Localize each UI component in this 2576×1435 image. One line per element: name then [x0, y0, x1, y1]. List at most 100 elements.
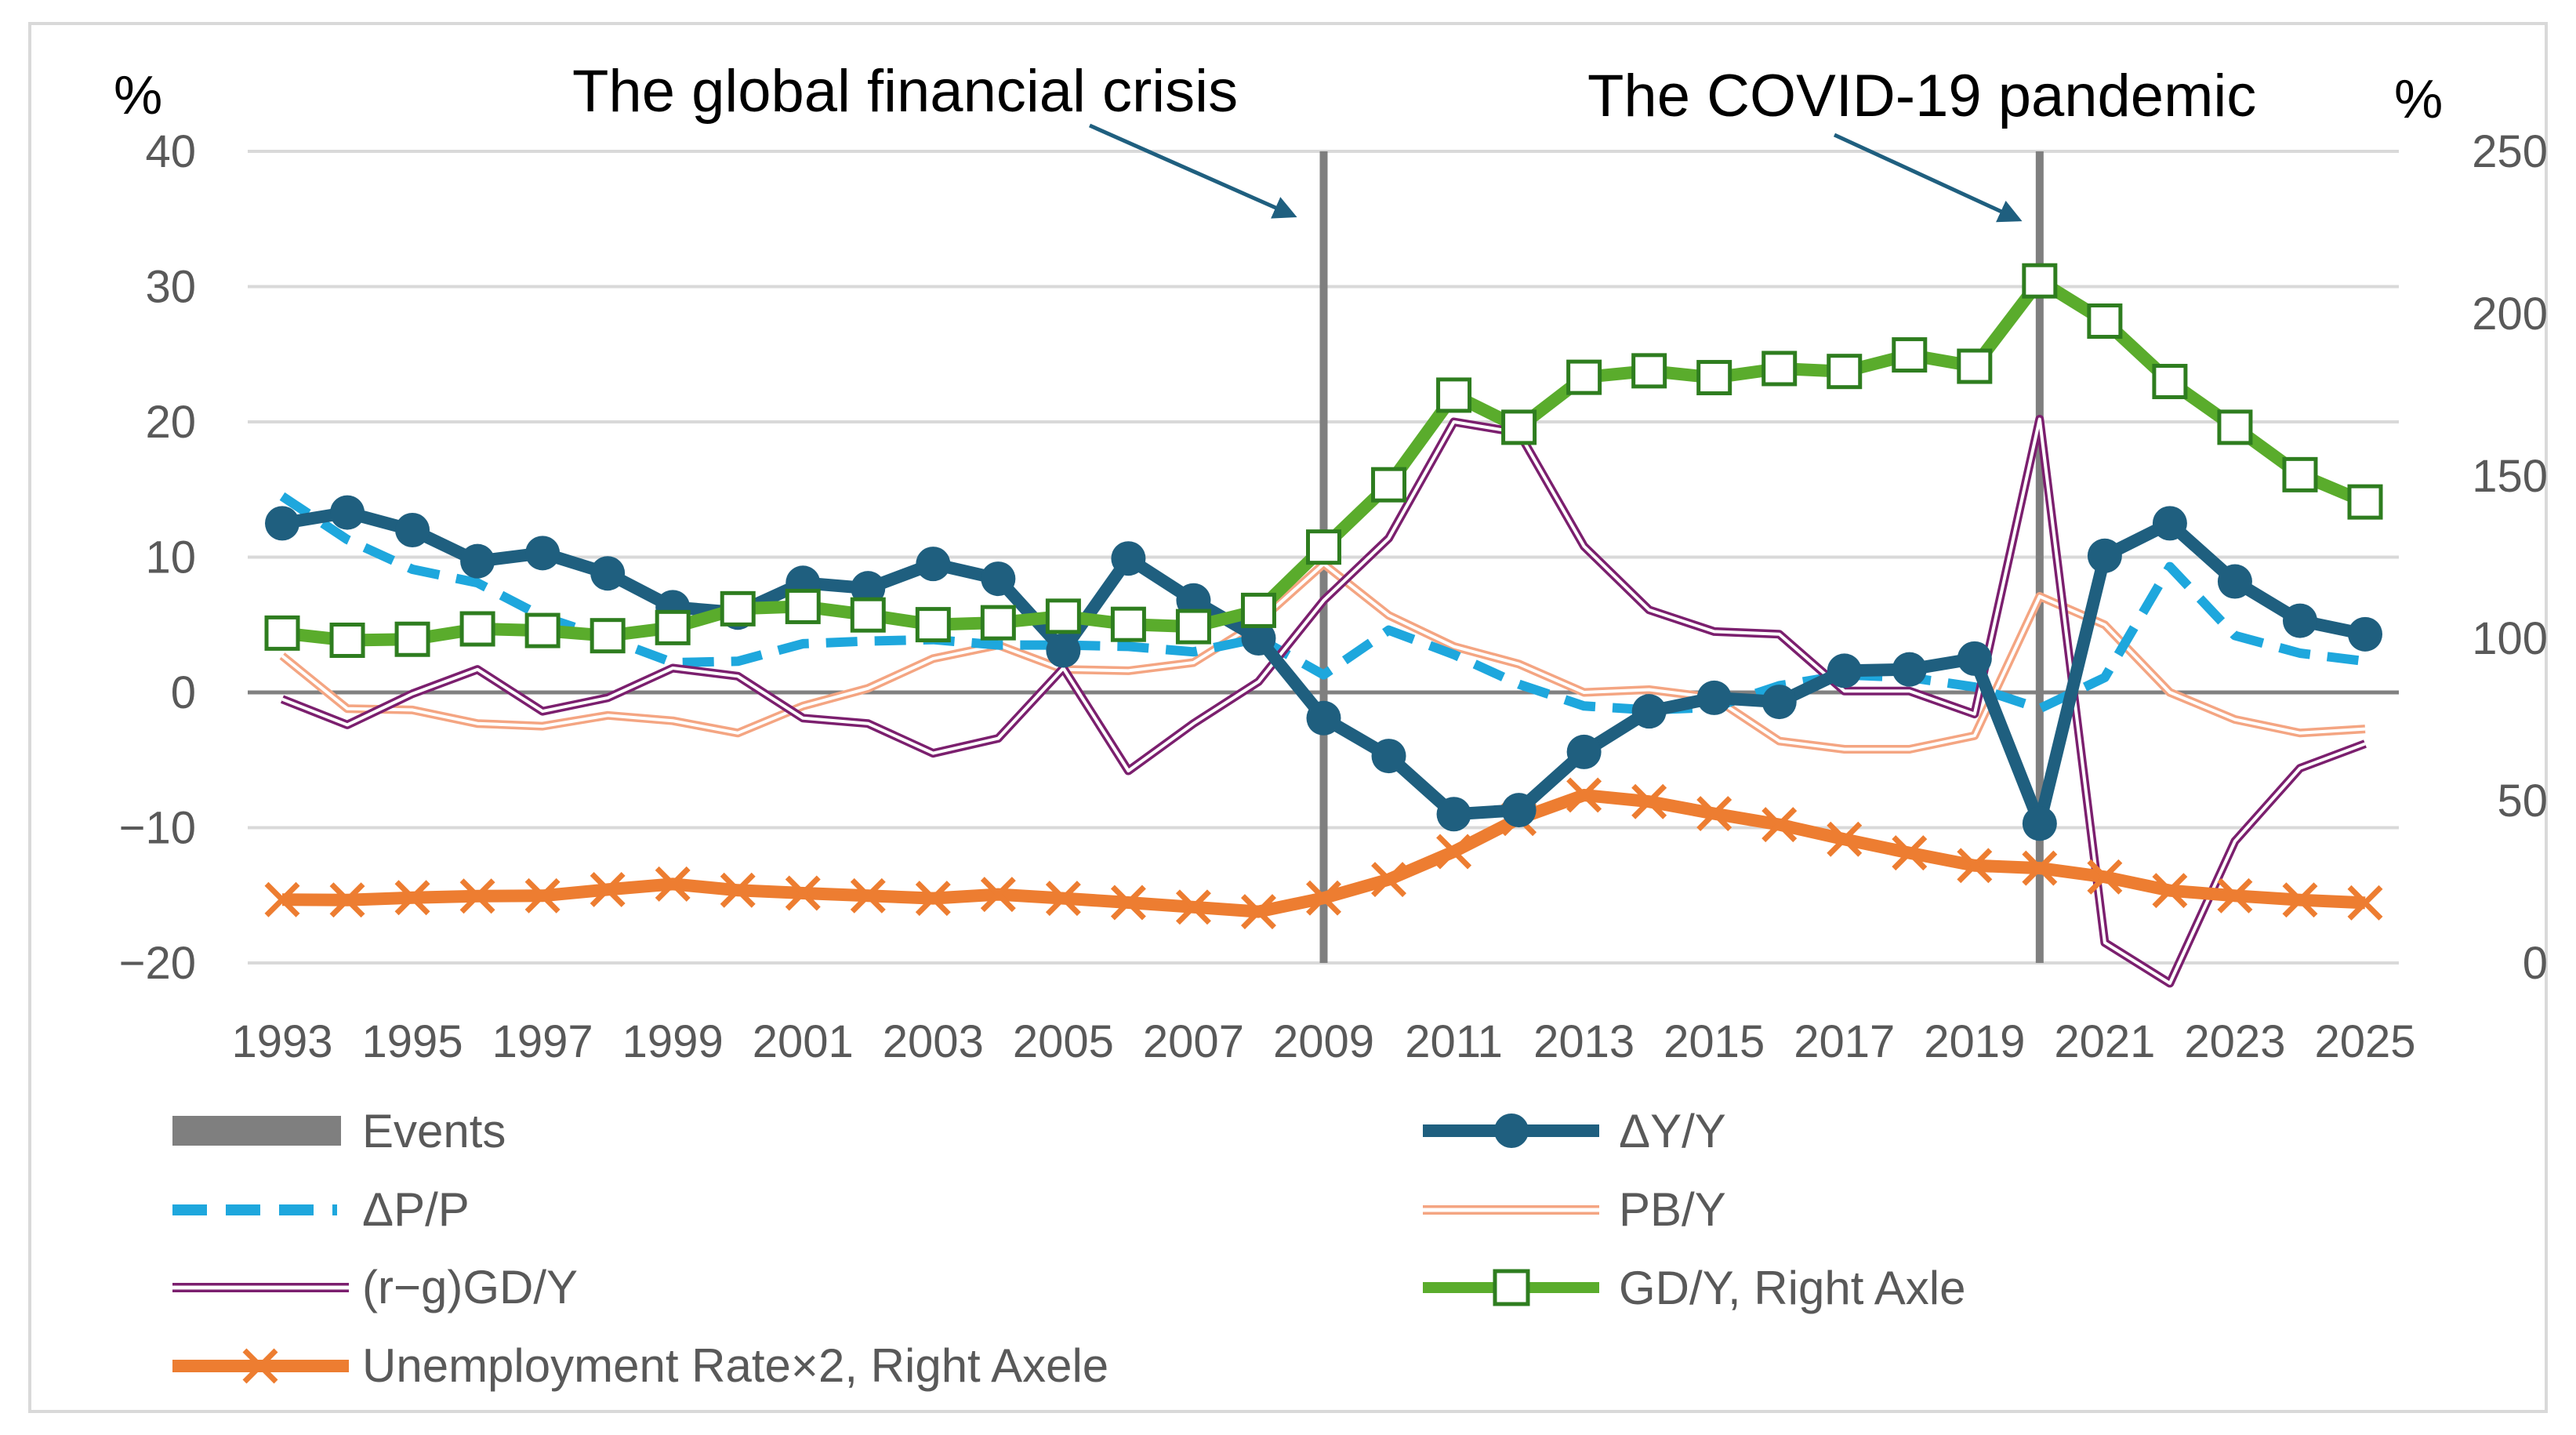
un-point — [1892, 835, 1928, 871]
un-point — [1696, 796, 1732, 832]
gd-point — [980, 605, 1016, 641]
dy-point — [2022, 806, 2057, 841]
dy-point — [1501, 793, 1537, 828]
gd-point — [1240, 592, 1276, 628]
dy-point — [1566, 734, 1602, 769]
gd-point — [524, 612, 561, 648]
gd-point — [264, 615, 300, 651]
left-tick-label: −10 — [119, 803, 196, 854]
legend-marker-un — [242, 1348, 278, 1384]
dy-point — [1306, 700, 1341, 736]
x-tick-label: 2007 — [1143, 1016, 1244, 1067]
dy-point — [2348, 616, 2382, 652]
un-point — [850, 877, 886, 914]
gd-point — [2347, 484, 2383, 520]
un-point — [980, 877, 1016, 913]
gd-point — [1175, 609, 1211, 645]
un-point — [524, 877, 561, 914]
rg-line-inner — [281, 417, 2366, 985]
dy-point — [1761, 685, 1797, 720]
left-axis-ticks: −20 −10 0 10 20 30 40 — [119, 126, 196, 989]
un-point — [1436, 834, 1472, 870]
x-tick-label: 1995 — [362, 1016, 463, 1067]
legend-item-dy: ΔY/Y — [1423, 1105, 1726, 1157]
gd-point — [329, 622, 365, 658]
gd-point — [1306, 529, 1341, 565]
dy-point — [265, 506, 299, 541]
dy-point — [330, 495, 365, 530]
gd-point — [1110, 606, 1146, 642]
un-point — [394, 880, 430, 916]
gd-point — [1957, 348, 1993, 384]
legend-item-un: Unemployment Rate×2, Right Axele — [172, 1339, 1108, 1392]
un-point — [915, 881, 951, 917]
gd-point — [850, 597, 886, 633]
dy-point — [460, 543, 495, 579]
dy-point — [2152, 506, 2187, 541]
x-tick-label: 2023 — [2184, 1016, 2285, 1067]
x-tick-label: 2001 — [753, 1016, 854, 1067]
un-point — [2087, 859, 2123, 895]
gd-point — [915, 607, 951, 643]
un-point — [1306, 880, 1341, 916]
un-point — [2217, 877, 2253, 914]
dy-point — [1827, 653, 1862, 688]
dy-point — [851, 571, 886, 606]
legend-label-events: Events — [362, 1105, 506, 1157]
dy-point — [1892, 652, 1927, 687]
un-point — [785, 875, 821, 911]
un-point — [1566, 777, 1602, 813]
un-point — [1371, 862, 1407, 898]
legend-label-pb: PB/Y — [1619, 1183, 1726, 1236]
right-tick-label: 150 — [2472, 451, 2548, 502]
un-point — [590, 871, 626, 907]
x-tick-label: 1997 — [492, 1016, 593, 1067]
right-axis-unit: % — [2394, 68, 2443, 129]
gd-point — [2087, 303, 2123, 340]
right-tick-label: 250 — [2472, 126, 2548, 177]
legend-item-pb: PB/Y — [1423, 1183, 1726, 1236]
left-axis-unit: % — [114, 64, 162, 125]
gd-point — [1892, 337, 1928, 373]
x-axis-ticks: 1993 1995 1997 1999 2001 2003 2005 2007 2009 2011… — [231, 1016, 2415, 1067]
right-axis-ticks: 0 50 100 150 200 250 — [2472, 126, 2548, 989]
legend-item-rg: (r−g)GD/Y — [172, 1261, 578, 1313]
dy-point — [981, 561, 1016, 597]
dy-point — [1631, 694, 1667, 729]
dy-point — [2282, 603, 2317, 638]
gd-point — [1696, 360, 1732, 396]
un-point — [1957, 848, 1993, 884]
dy-point — [1111, 541, 1146, 576]
un-point — [1761, 807, 1798, 843]
left-tick-label: 30 — [145, 262, 196, 313]
legend-label-un: Unemployment Rate×2, Right Axele — [362, 1339, 1108, 1392]
legend-marker-gd — [1493, 1269, 1530, 1306]
un-point — [1110, 885, 1146, 921]
series-lines — [264, 263, 2383, 988]
gd-point — [2152, 364, 2188, 400]
dy-point — [916, 547, 951, 582]
dy-point — [1371, 739, 1406, 774]
legend-label-dy: ΔY/Y — [1619, 1105, 1726, 1157]
legend-marker-dy — [1494, 1113, 1529, 1148]
x-tick-label: 2015 — [1664, 1016, 1765, 1067]
gd-point — [1631, 353, 1667, 389]
right-tick-label: 50 — [2497, 776, 2548, 826]
x-tick-label: 2021 — [2054, 1016, 2155, 1067]
dy-point — [1046, 633, 1081, 668]
legend-label-rg: (r−g)GD/Y — [362, 1261, 578, 1313]
dy-point — [1241, 621, 1276, 656]
un-point — [2022, 850, 2058, 886]
gd-point — [1761, 351, 1798, 387]
annotation-arrow-covid — [1833, 133, 2023, 223]
gd-point — [1501, 409, 1537, 445]
gd-point — [590, 618, 626, 654]
x-tick-label: 1999 — [622, 1016, 724, 1067]
un-point — [655, 866, 691, 902]
x-tick-label: 2009 — [1273, 1016, 1374, 1067]
gd-point — [1436, 377, 1472, 413]
gd-point — [1045, 598, 1081, 634]
un-point — [2152, 873, 2188, 909]
left-tick-label: 40 — [145, 126, 196, 177]
